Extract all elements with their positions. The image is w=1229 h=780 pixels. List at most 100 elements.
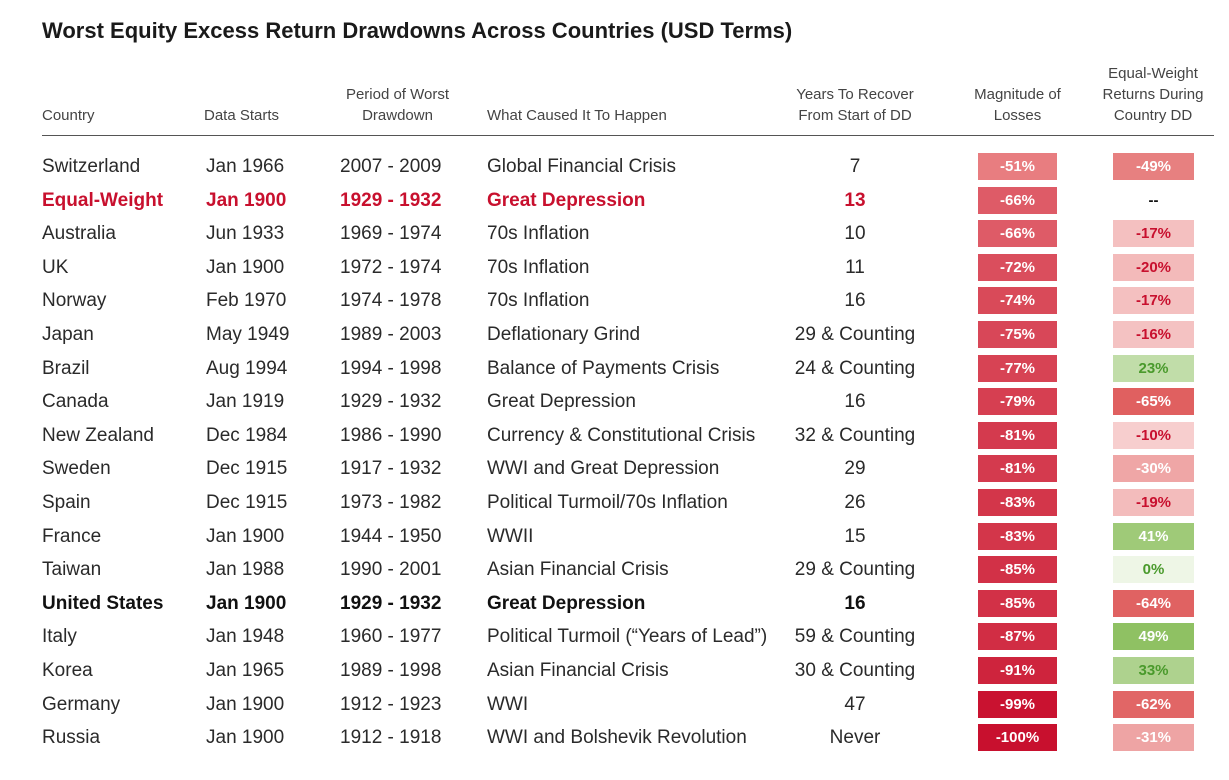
cell-period: 1960 - 1977	[340, 626, 442, 648]
cell-years: 16	[844, 290, 866, 312]
cell-data-starts: Jan 1988	[206, 559, 285, 581]
cell-magnitude: -66%	[978, 186, 1057, 214]
cell-period: 1974 - 1978	[340, 290, 442, 312]
cell-period: 1994 - 1998	[340, 357, 442, 379]
cell-equal-weight-return: -16%	[1113, 321, 1194, 348]
cell-data-starts: Jan 1948	[206, 626, 285, 648]
cell-cause: WWII	[487, 525, 534, 547]
table-row: New Zealand Dec 1984 1986 - 1990 Currency &…	[0, 419, 1229, 453]
cell-cause: 70s Inflation	[487, 223, 590, 245]
table-row: Equal-Weight Jan 1900 1929 - 1932 Great Dep…	[0, 184, 1229, 218]
cell-equal-weight-return: -17%	[1113, 220, 1194, 248]
header-equal-weight-returns: Equal-Weight Returns During Country DD	[1102, 65, 1204, 124]
table-row: UK Jan 1900 1972 - 1974 70s Inflation 11 -72%…	[0, 251, 1229, 285]
cell-cause: WWI and Bolshevik Revolution	[487, 727, 747, 749]
cell-data-starts: Jan 1900	[206, 693, 285, 715]
header-magnitude: Magnitude of Losses	[974, 86, 1061, 124]
cell-period: 1986 - 1990	[340, 424, 442, 446]
table-row: Italy Jan 1948 1960 - 1977 Political Turmoi…	[0, 620, 1229, 654]
cell-period: 1944 - 1950	[340, 525, 442, 547]
table-row: Germany Jan 1900 1912 - 1923 WWI 47 -99% -62%	[0, 688, 1229, 722]
cell-data-starts: Jun 1933	[206, 223, 285, 245]
table-row: Sweden Dec 1915 1917 - 1932 WWI and Great D…	[0, 452, 1229, 486]
table-row: United States Jan 1900 1929 - 1932 Great De…	[0, 587, 1229, 621]
cell-data-starts: Jan 1900	[206, 525, 285, 547]
cell-equal-weight-return: -17%	[1113, 287, 1194, 315]
cell-magnitude: -85%	[978, 556, 1057, 584]
cell-magnitude: -77%	[978, 354, 1057, 382]
cell-years: 13	[844, 189, 866, 211]
cell-magnitude: -51%	[978, 153, 1057, 180]
cell-cause: Political Turmoil/70s Inflation	[487, 492, 728, 513]
cell-years: 7	[849, 156, 861, 177]
table-row: Taiwan Jan 1988 1990 - 2001 Asian Financial…	[0, 553, 1229, 587]
cell-magnitude: -83%	[978, 489, 1057, 516]
table-row: Russia Jan 1900 1912 - 1918 WWI and Bolshev…	[0, 721, 1229, 755]
cell-data-starts: Jan 1900	[206, 256, 285, 278]
cell-country: Sweden	[42, 458, 111, 480]
cell-years: 29 & Counting	[794, 324, 916, 345]
cell-cause: Currency & Constitutional Crisis	[487, 424, 756, 446]
table-row: Japan May 1949 1989 - 2003 Deflationary Gri…	[0, 318, 1229, 352]
cell-period: 1912 - 1918	[340, 727, 442, 749]
cell-cause: WWI and Great Depression	[487, 458, 720, 480]
header-period: Period of Worst Drawdown	[345, 86, 450, 124]
header-country: Country	[42, 107, 95, 124]
cell-equal-weight-return: -30%	[1113, 455, 1194, 483]
header-cause: What Caused It To Happen	[487, 107, 667, 124]
cell-equal-weight-return: -19%	[1113, 489, 1194, 516]
cell-equal-weight-return: --	[1148, 191, 1159, 209]
header-divider	[42, 135, 1214, 136]
table-row: Brazil Aug 1994 1994 - 1998 Balance of Paym…	[0, 352, 1229, 386]
cell-period: 1990 - 2001	[340, 559, 442, 581]
cell-country: Korea	[42, 660, 93, 681]
cell-cause: Great Depression	[487, 592, 646, 614]
cell-equal-weight-return: 23%	[1113, 354, 1194, 382]
cell-years: 24 & Counting	[794, 357, 916, 379]
cell-equal-weight-return: -65%	[1113, 388, 1194, 416]
cell-country: Equal-Weight	[42, 189, 164, 211]
cell-years: 16	[844, 391, 866, 413]
table-row: Canada Jan 1919 1929 - 1932 Great Depressio…	[0, 385, 1229, 419]
cell-equal-weight-return: 41%	[1113, 522, 1194, 550]
cell-country: Germany	[42, 693, 121, 715]
cell-years: 59 & Counting	[794, 626, 916, 648]
cell-magnitude: -81%	[978, 455, 1057, 483]
cell-country: Switzerland	[42, 156, 141, 177]
cell-country: UK	[42, 256, 69, 278]
table-title: Worst Equity Excess Return Drawdowns Acr…	[42, 18, 793, 43]
cell-country: Australia	[42, 223, 116, 245]
cell-equal-weight-return: -64%	[1113, 589, 1194, 617]
cell-equal-weight-return: -62%	[1113, 690, 1194, 718]
cell-magnitude: -91%	[978, 657, 1057, 684]
cell-cause: Political Turmoil (“Years of Lead”)	[487, 626, 768, 648]
cell-data-starts: Jan 1900	[206, 727, 285, 749]
cell-data-starts: Dec 1915	[206, 492, 288, 513]
cell-magnitude: -100%	[978, 724, 1057, 752]
cell-magnitude: -81%	[978, 421, 1057, 449]
table-row: Norway Feb 1970 1974 - 1978 70s Inflation 16…	[0, 284, 1229, 318]
cell-cause: WWI	[487, 693, 529, 715]
cell-country: Italy	[42, 626, 77, 648]
cell-country: Taiwan	[42, 559, 102, 581]
cell-data-starts: Jan 1919	[206, 391, 285, 413]
cell-data-starts: Jan 1966	[206, 156, 285, 177]
cell-data-starts: Jan 1965	[206, 660, 285, 681]
cell-period: 1929 - 1932	[340, 391, 442, 413]
cell-years: 26	[844, 492, 866, 513]
header-years-to-recover: Years To Recover From Start of DD	[796, 86, 914, 124]
cell-cause: 70s Inflation	[487, 290, 590, 312]
cell-data-starts: Feb 1970	[206, 290, 287, 312]
cell-period: 1989 - 2003	[340, 324, 442, 345]
cell-period: 1912 - 1923	[340, 693, 442, 715]
cell-period: 2007 - 2009	[340, 156, 442, 177]
cell-cause: Asian Financial Crisis	[487, 660, 669, 681]
cell-country: Japan	[42, 324, 94, 345]
table-row: France Jan 1900 1944 - 1950 WWII 15 -83% 41%	[0, 520, 1229, 554]
cell-magnitude: -66%	[978, 220, 1057, 248]
cell-years: 30 & Counting	[794, 660, 916, 681]
cell-cause: Asian Financial Crisis	[487, 559, 669, 581]
cell-data-starts: May 1949	[206, 324, 290, 345]
cell-data-starts: Jan 1900	[206, 592, 287, 614]
cell-country: United States	[42, 592, 164, 614]
